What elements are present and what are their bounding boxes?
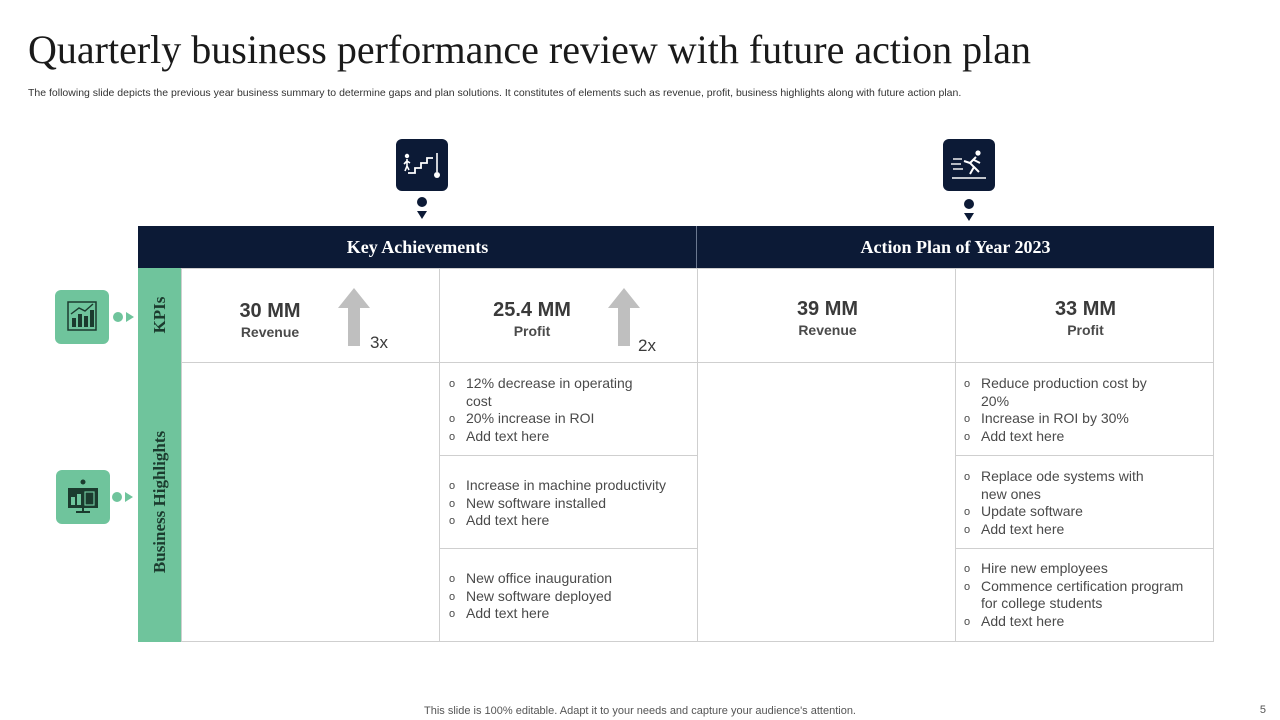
performance-table: Key Achievements Action Plan of Year 202… [138, 226, 1214, 642]
header-key-achievements: Key Achievements [138, 226, 697, 268]
connector-arrow [964, 213, 974, 221]
row-label-highlights: Business Highlights [138, 362, 181, 642]
kpi-value: 30 MM [239, 300, 301, 322]
kpi-multiplier: 2x [638, 336, 656, 355]
running-person-icon [943, 139, 995, 191]
slide-title: Quarterly business performance review wi… [28, 27, 1031, 72]
kpi-label: Profit [513, 323, 551, 339]
action-list: Reduce production cost by 20% Increase i… [964, 375, 1164, 445]
stairs-goal-icon [396, 139, 448, 191]
up-arrow-icon [338, 288, 370, 346]
action-cell: Hire new employees Commence certificatio… [955, 548, 1214, 642]
list-item: New office inauguration [449, 570, 689, 588]
empty-cell [181, 362, 440, 642]
highlight-cell: Increase in machine productivity New sof… [439, 455, 698, 549]
list-item: New software installed [449, 495, 689, 513]
list-item: New software deployed [449, 588, 689, 606]
connector-dot [112, 492, 122, 502]
kpi-cell: 33 MM Profit [955, 268, 1214, 363]
list-item: Add text here [964, 428, 1164, 446]
up-arrow-icon [608, 288, 640, 346]
list-item: Add text here [964, 613, 1199, 631]
header-divider [696, 226, 697, 268]
kpi-label: Profit [1067, 322, 1104, 338]
highlight-list: Increase in machine productivity New sof… [449, 477, 689, 530]
highlight-list: 12% decrease in operating cost 20% incre… [449, 375, 649, 445]
list-item: Reduce production cost by 20% [964, 375, 1164, 410]
presentation-board-icon [56, 470, 110, 524]
kpi-label: Revenue [240, 324, 300, 340]
kpi-multiplier: 3x [370, 333, 388, 352]
list-item: 20% increase in ROI [449, 410, 649, 428]
kpi-value: 25.4 MM [493, 299, 571, 321]
kpi-value: 33 MM [1054, 298, 1117, 320]
kpi-cell: 39 MM Revenue [697, 268, 956, 363]
action-list: Replace ode systems with new ones Update… [964, 468, 1164, 538]
highlight-list: New office inauguration New software dep… [449, 570, 689, 623]
connector-arrow [125, 492, 133, 502]
kpi-cell: 25.4 MM Profit 2x [439, 268, 698, 363]
connector-dot [417, 197, 427, 207]
highlights-label: Business Highlights [149, 430, 169, 574]
connector-dot [964, 199, 974, 209]
list-item: Add text here [449, 428, 649, 446]
action-list: Hire new employees Commence certificatio… [964, 560, 1199, 630]
page-number: 5 [1259, 704, 1266, 716]
slide-subtitle: The following slide depicts the previous… [28, 87, 962, 99]
connector-arrow [126, 312, 134, 322]
action-cell: Reduce production cost by 20% Increase i… [955, 362, 1214, 456]
list-item: Add text here [449, 605, 689, 623]
list-item: Update software [964, 503, 1164, 521]
footer-note: This slide is 100% editable. Adapt it to… [424, 705, 856, 717]
kpi-cell: 30 MM Revenue 3x [181, 268, 440, 363]
empty-cell [697, 362, 956, 642]
kpis-label: KPIs [149, 296, 169, 334]
list-item: Add text here [964, 521, 1164, 539]
list-item: Increase in machine productivity [449, 477, 689, 495]
connector-arrow [417, 211, 427, 219]
list-item: Commence certification program for colle… [964, 578, 1199, 613]
list-item: 12% decrease in operating cost [449, 375, 649, 410]
list-item: Hire new employees [964, 560, 1199, 578]
highlight-cell: 12% decrease in operating cost 20% incre… [439, 362, 698, 456]
list-item: Add text here [449, 512, 689, 530]
kpi-label: Revenue [798, 322, 857, 338]
bar-chart-icon [55, 290, 109, 344]
list-item: Increase in ROI by 30% [964, 410, 1164, 428]
connector-dot [113, 312, 123, 322]
kpi-value: 39 MM [796, 298, 859, 320]
list-item: Replace ode systems with new ones [964, 468, 1164, 503]
highlight-cell: New office inauguration New software dep… [439, 548, 698, 642]
row-label-kpis: KPIs [138, 268, 181, 362]
action-cell: Replace ode systems with new ones Update… [955, 455, 1214, 549]
header-action-plan: Action Plan of Year 2023 [697, 226, 1214, 268]
